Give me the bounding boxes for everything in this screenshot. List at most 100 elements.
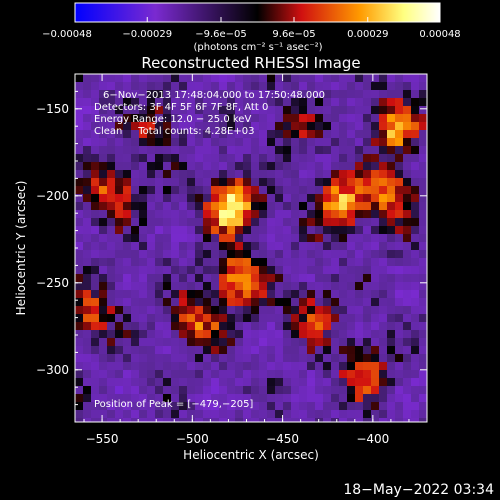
heatmap-cell	[171, 130, 180, 139]
heatmap-cell	[91, 194, 100, 203]
heatmap-cell	[275, 394, 284, 403]
heatmap-cell	[355, 362, 364, 371]
heatmap-cell	[363, 170, 372, 179]
heatmap-cell	[259, 266, 268, 275]
heatmap-cell	[395, 346, 404, 355]
heatmap-cell	[315, 290, 324, 299]
heatmap-cell	[155, 114, 164, 123]
heatmap-cell	[155, 194, 164, 203]
heatmap-cell	[395, 162, 404, 171]
heatmap-cell	[155, 202, 164, 211]
heatmap-cell	[163, 234, 172, 243]
heatmap-cell	[147, 282, 156, 291]
heatmap-cell	[107, 226, 116, 235]
heatmap-cell	[419, 154, 427, 163]
heatmap-cell	[163, 298, 172, 307]
heatmap-cell	[155, 74, 164, 83]
heatmap-cell	[147, 202, 156, 211]
heatmap-cell	[75, 226, 84, 235]
heatmap-cell	[147, 378, 156, 387]
heatmap-cell	[403, 282, 412, 291]
heatmap-cell	[387, 394, 396, 403]
heatmap-cell	[83, 282, 92, 291]
heatmap-cell	[379, 186, 388, 195]
heatmap-cell	[411, 338, 420, 347]
heatmap-cell	[259, 226, 268, 235]
heatmap-cell	[411, 322, 420, 331]
heatmap-cell	[379, 418, 388, 422]
heatmap-cell	[331, 226, 340, 235]
heatmap-cell	[123, 386, 132, 395]
heatmap-cell	[403, 258, 412, 267]
heatmap-cell	[171, 234, 180, 243]
heatmap-cell	[211, 338, 220, 347]
heatmap-cell	[123, 186, 132, 195]
heatmap-cell	[187, 274, 196, 283]
heatmap-cell	[267, 282, 276, 291]
heatmap-cell	[299, 146, 308, 155]
heatmap-cell	[395, 290, 404, 299]
heatmap-cell	[243, 306, 252, 315]
heatmap-cell	[227, 178, 236, 187]
heatmap-cell	[291, 226, 300, 235]
heatmap-cell	[235, 242, 244, 251]
heatmap-cell	[107, 178, 116, 187]
heatmap-cell	[195, 162, 204, 171]
colorbar-tick-label: 0.00048	[419, 29, 460, 40]
heatmap-cell	[83, 82, 92, 91]
heatmap-cell	[347, 106, 356, 115]
heatmap-cell	[387, 266, 396, 275]
heatmap-cell	[171, 90, 180, 99]
heatmap-cell	[243, 194, 252, 203]
heatmap-cell	[363, 402, 372, 411]
heatmap-cell	[283, 146, 292, 155]
heatmap-cell	[203, 162, 212, 171]
heatmap-cell	[187, 178, 196, 187]
heatmap-cell	[323, 338, 332, 347]
heatmap-cell	[411, 370, 420, 379]
heatmap-cell	[99, 178, 108, 187]
heatmap-cell	[379, 74, 388, 83]
heatmap-cell	[251, 218, 260, 227]
heatmap-cell	[371, 314, 380, 323]
heatmap-cell	[395, 170, 404, 179]
heatmap-cell	[131, 354, 140, 363]
heatmap-cell	[379, 258, 388, 267]
heatmap-cell	[379, 210, 388, 219]
heatmap-cell	[419, 402, 427, 411]
heatmap-cell	[75, 170, 84, 179]
heatmap-cell	[155, 98, 164, 107]
heatmap-cell	[179, 170, 188, 179]
heatmap-cell	[299, 170, 308, 179]
heatmap-cell	[227, 354, 236, 363]
heatmap-cell	[75, 234, 84, 243]
heatmap-cell	[315, 346, 324, 355]
heatmap-cell	[147, 146, 156, 155]
heatmap-cell	[315, 338, 324, 347]
heatmap-cell	[291, 98, 300, 107]
heatmap-cell	[259, 178, 268, 187]
heatmap-cell	[187, 266, 196, 275]
heatmap-cell	[355, 338, 364, 347]
heatmap-cell	[307, 194, 316, 203]
heatmap-cell	[131, 210, 140, 219]
heatmap-cell	[203, 146, 212, 155]
heatmap-cell	[259, 298, 268, 307]
heatmap-cell	[115, 242, 124, 251]
heatmap-cell	[283, 370, 292, 379]
heatmap-cell	[419, 114, 427, 123]
heatmap-cell	[355, 210, 364, 219]
heatmap-cell	[259, 346, 268, 355]
heatmap-cell	[275, 146, 284, 155]
heatmap-cell	[307, 218, 316, 227]
heatmap-cell	[187, 354, 196, 363]
heatmap-cell	[347, 146, 356, 155]
heatmap-cell	[355, 418, 364, 422]
heatmap-cell	[275, 218, 284, 227]
heatmap-cell	[99, 418, 108, 422]
heatmap-cell	[107, 186, 116, 195]
heatmap-cell	[131, 298, 140, 307]
heatmap-cell	[163, 130, 172, 139]
heatmap-cell	[275, 258, 284, 267]
heatmap-cell	[355, 386, 364, 395]
